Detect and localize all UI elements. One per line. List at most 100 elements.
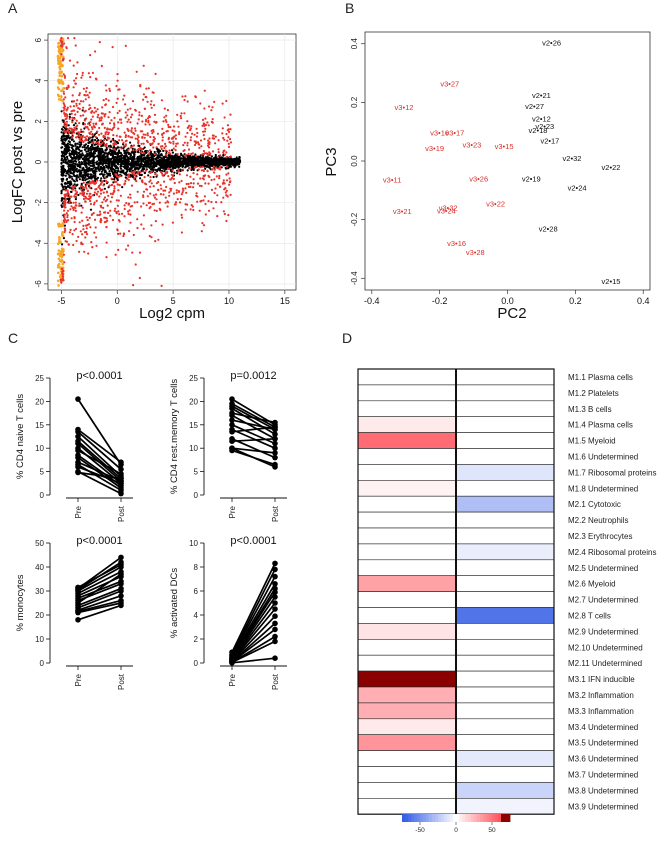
volcano-point-significant: [91, 246, 94, 249]
volcano-point-significant: [159, 184, 162, 187]
volcano-point-significant: [108, 146, 111, 149]
volcano-point-significant: [108, 122, 112, 125]
volcano-point: [129, 152, 132, 156]
volcano-point: [87, 169, 90, 172]
volcano-point: [98, 168, 101, 171]
paired-line: [77, 599, 122, 613]
volcano-point: [108, 172, 112, 175]
volcano-point-edge: [57, 249, 61, 252]
volcano-point-significant: [65, 212, 68, 215]
volcano-point-significant: [89, 199, 92, 203]
volcano-point: [78, 166, 81, 169]
volcano-point-significant: [105, 256, 108, 259]
paired-line: [231, 615, 276, 662]
volcano-point-significant: [143, 107, 147, 110]
volcano-point: [182, 160, 185, 163]
volcano-point-significant: [167, 151, 170, 154]
volcano-point-significant: [159, 193, 162, 196]
paired-x-tick-label: Pre: [228, 673, 237, 686]
volcano-point-significant: [200, 169, 203, 172]
colorbar-segment: [456, 814, 460, 822]
paired-point-pre: [229, 429, 235, 435]
volcano-point-significant: [160, 99, 163, 102]
volcano-point-significant: [166, 205, 169, 208]
volcano-point-significant: [216, 194, 219, 197]
volcano-point: [89, 152, 92, 155]
volcano-point-significant: [99, 221, 102, 224]
volcano-point-significant: [201, 177, 204, 180]
volcano-point-significant: [123, 215, 126, 218]
volcano-point-significant: [63, 194, 66, 197]
volcano-point-edge: [61, 262, 65, 266]
volcano-point: [102, 167, 105, 170]
volcano-point: [70, 150, 73, 153]
volcano-point-significant: [68, 130, 71, 134]
volcano-point-significant: [168, 149, 171, 152]
volcano-point-significant: [116, 183, 119, 186]
volcano-point-significant: [109, 209, 112, 212]
volcano-point-significant: [199, 102, 202, 105]
paired-y-tick-label: 5: [40, 468, 45, 477]
volcano-point-significant: [90, 118, 93, 121]
heatmap-cell-right: [455, 400, 555, 417]
volcano-point-significant: [169, 126, 172, 129]
volcano-point: [98, 155, 101, 158]
volcano-point-significant: [65, 46, 68, 49]
colorbar-segment: [486, 814, 490, 822]
volcano-point-significant: [70, 110, 73, 113]
volcano-point-significant: [117, 121, 120, 124]
colorbar-segment: [405, 814, 409, 822]
volcano-point: [130, 163, 133, 166]
volcano-point-significant: [193, 133, 196, 136]
volcano-point: [143, 167, 146, 170]
volcano-point-significant: [77, 235, 80, 238]
volcano-point-significant: [180, 179, 183, 183]
volcano-point-significant: [98, 117, 101, 120]
volcano-point: [84, 154, 87, 157]
volcano-point-significant: [120, 121, 123, 124]
volcano-point-significant: [66, 108, 69, 111]
volcano-point-significant: [200, 145, 203, 148]
volcano-point-significant: [95, 244, 98, 247]
volcano-point-significant: [89, 196, 92, 200]
volcano-point: [89, 177, 92, 180]
volcano-point-significant: [157, 180, 160, 184]
volcano-y-tick-label: -6: [34, 280, 43, 288]
volcano-point-significant: [154, 193, 158, 196]
volcano-point-significant: [192, 186, 195, 189]
volcano-point-significant: [82, 224, 85, 227]
volcano-point: [92, 157, 95, 161]
volcano-point-significant: [224, 191, 227, 194]
volcano-point-significant: [163, 180, 166, 183]
volcano-point-significant: [152, 128, 155, 132]
volcano-point-significant: [70, 130, 74, 133]
volcano-point-significant: [63, 261, 66, 264]
volcano-point-significant: [182, 189, 185, 192]
volcano-point-significant: [62, 92, 66, 95]
volcano-point: [173, 171, 176, 174]
volcano-y-tick-label: 0: [34, 159, 43, 164]
paired-x-tick-label: Post: [271, 505, 280, 522]
paired-line: [231, 407, 276, 435]
volcano-point: [67, 160, 70, 163]
volcano-point-significant: [101, 122, 104, 125]
volcano-point: [111, 171, 114, 174]
volcano-point-significant: [164, 142, 167, 145]
volcano-point-significant: [113, 116, 116, 119]
volcano-point-significant: [84, 197, 87, 200]
volcano-point-significant: [181, 187, 184, 190]
volcano-point-significant: [137, 171, 140, 174]
colorbar-segment: [474, 814, 478, 822]
volcano-point-significant: [130, 184, 134, 187]
volcano-point: [61, 180, 64, 183]
volcano-point-significant: [87, 96, 90, 99]
volcano-point-significant: [74, 196, 77, 199]
volcano-point-significant: [213, 168, 216, 171]
volcano-point-significant: [78, 102, 81, 105]
paired-y-tick-label: 0: [40, 659, 45, 668]
volcano-point-significant: [75, 193, 78, 196]
volcano-point-significant: [87, 128, 90, 131]
volcano-point-significant: [74, 207, 77, 210]
volcano-point: [64, 135, 68, 138]
